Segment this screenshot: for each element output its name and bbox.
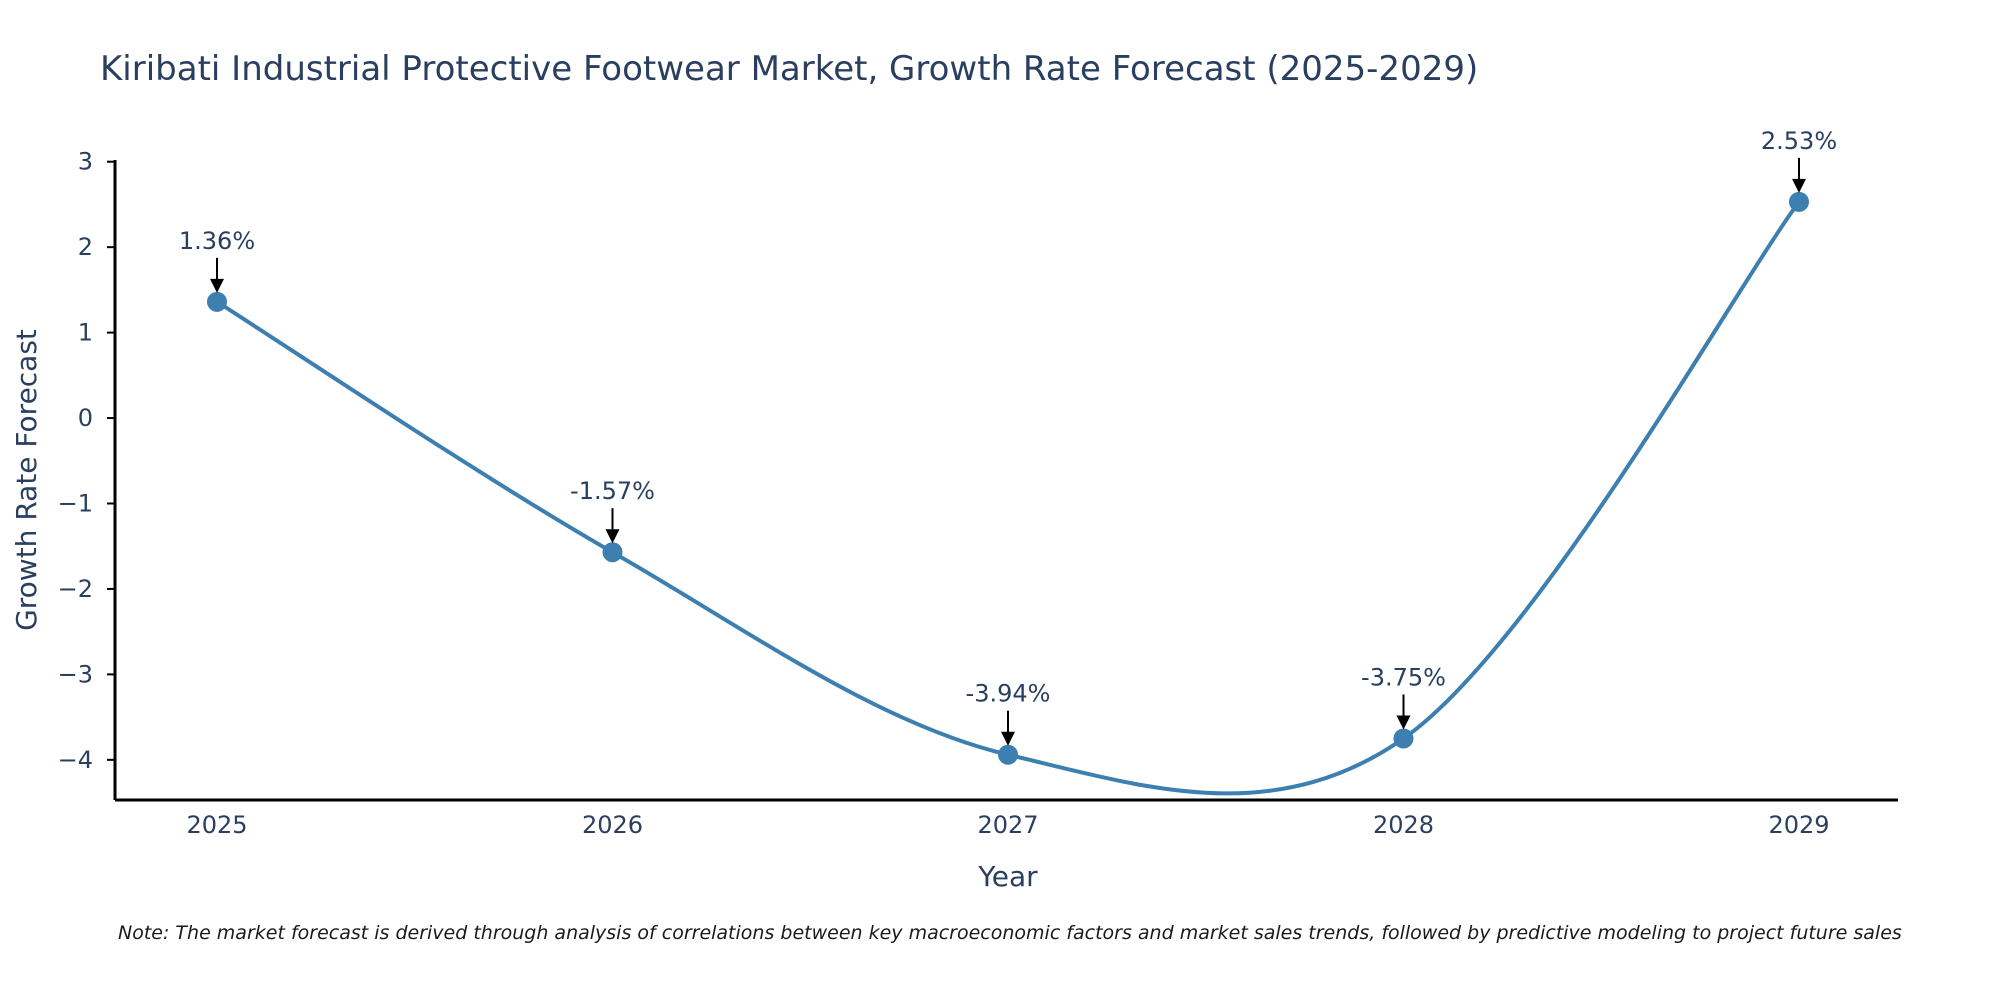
y-tick-label: −3 <box>58 660 93 688</box>
annotation-arrow-head <box>1396 715 1411 730</box>
y-tick-label: 0 <box>78 404 93 432</box>
y-tick-label: 3 <box>78 148 93 176</box>
data-point-marker <box>1789 191 1809 212</box>
data-label: 1.36% <box>179 227 255 255</box>
annotation-arrow-head <box>210 278 224 293</box>
y-tick-label: −4 <box>58 746 93 774</box>
x-tick-label: 2029 <box>1768 811 1829 839</box>
x-tick-label: 2025 <box>186 811 247 839</box>
series-line <box>215 200 1801 796</box>
annotation-arrow-head <box>1792 178 1806 193</box>
y-tick-label: 2 <box>78 233 93 261</box>
data-label: -3.75% <box>1361 663 1446 691</box>
annotation-arrow-head <box>1001 731 1015 746</box>
markers-group <box>207 191 1809 765</box>
data-labels-group: 1.36% -1.57% -3.94% -3.75% 2.53% <box>179 127 1837 746</box>
data-label: 2.53% <box>1761 127 1837 155</box>
x-tick-label: 2026 <box>582 811 643 839</box>
y-tick-label: −2 <box>58 575 93 603</box>
data-point-marker <box>998 744 1018 765</box>
axes: 3 2 1 0 −1 −2 −3 −4 2025 2026 2027 2028 2029 <box>58 148 1898 839</box>
y-tick-label: −1 <box>58 489 93 517</box>
data-label: -3.94% <box>966 680 1051 708</box>
data-point-marker <box>1393 728 1414 749</box>
y-axis-title: Growth Rate Forecast <box>10 329 43 631</box>
x-tick-label: 2027 <box>977 811 1038 839</box>
annotation-arrow-head <box>605 529 620 544</box>
x-axis-title: Year <box>977 860 1038 893</box>
series-line-group <box>215 200 1801 796</box>
footnote: Note: The market forecast is derived thr… <box>118 922 1902 944</box>
x-tick-label: 2028 <box>1373 811 1434 839</box>
data-point-marker <box>207 291 227 312</box>
chart-title: Kiribati Industrial Protective Footwear … <box>100 49 1478 89</box>
y-tick-label: 1 <box>78 319 93 347</box>
data-label: -1.57% <box>570 477 655 505</box>
data-point-marker <box>602 542 623 563</box>
